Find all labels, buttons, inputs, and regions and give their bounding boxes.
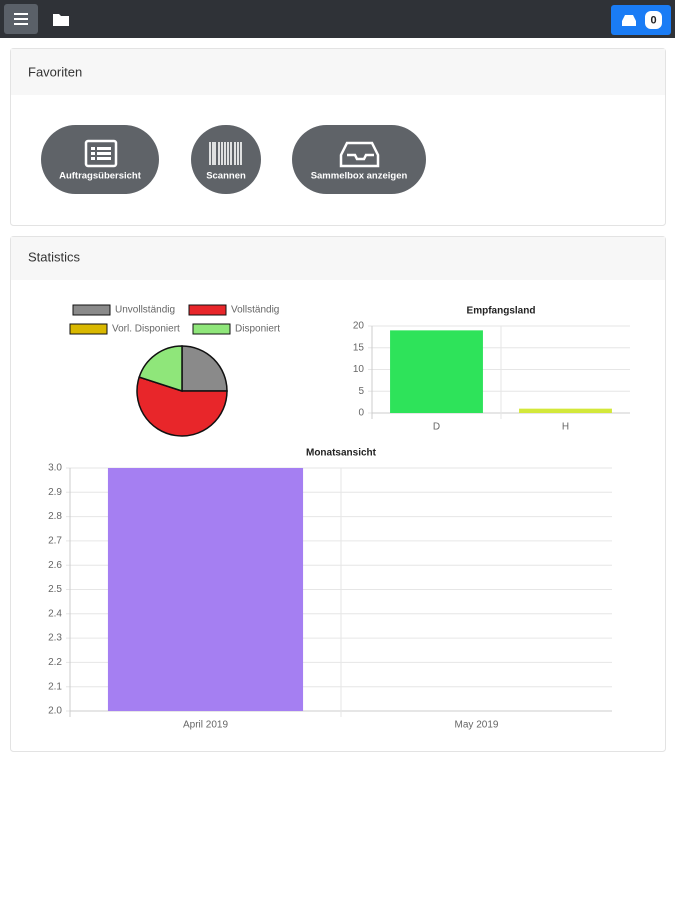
y-tick-label: 2.7 xyxy=(48,536,62,547)
y-tick-label: 0 xyxy=(358,408,364,419)
y-tick-label: 2.3 xyxy=(48,633,62,644)
x-tick-label: D xyxy=(433,422,440,433)
pie-slice xyxy=(181,345,228,392)
chart-title: Empfangsland xyxy=(467,306,536,317)
pie-slice xyxy=(138,345,183,393)
legend-swatch xyxy=(188,304,227,316)
card-title: Statistics xyxy=(28,249,81,264)
y-tick-label: 3.0 xyxy=(48,463,62,474)
favorite-button[interactable]: Auftragsübersicht xyxy=(41,125,159,194)
button-label: Scannen xyxy=(206,171,246,182)
menu-button[interactable] xyxy=(4,4,38,34)
y-tick-label: 10 xyxy=(353,364,365,375)
y-tick-label: 20 xyxy=(353,321,365,332)
y-tick-label: 2.8 xyxy=(48,511,62,522)
y-tick-label: 2.6 xyxy=(48,560,62,571)
bar xyxy=(390,330,483,413)
top-bar xyxy=(0,0,675,38)
y-tick-label: 2.4 xyxy=(48,608,62,619)
favorite-button[interactable]: Sammelbox anzeigen xyxy=(292,125,426,194)
legend-label: Vollständig xyxy=(231,305,279,316)
y-tick-label: 15 xyxy=(353,342,365,353)
y-tick-label: 2.5 xyxy=(48,584,62,595)
x-tick-label: April 2019 xyxy=(183,720,228,731)
bar xyxy=(107,468,304,711)
y-tick-label: 2.0 xyxy=(48,706,62,717)
button-label: Auftragsübersicht xyxy=(59,171,142,182)
card-header xyxy=(11,49,665,95)
y-tick-label: 2.1 xyxy=(48,681,62,692)
chart-title: Monatsansicht xyxy=(306,448,377,459)
legend-swatch xyxy=(69,323,108,335)
card-title: Favoriten xyxy=(28,64,82,79)
button-label: Sammelbox anzeigen xyxy=(311,171,408,182)
legend-swatch xyxy=(192,323,231,335)
card-header xyxy=(11,237,665,280)
favorite-button[interactable]: Scannen xyxy=(191,125,261,194)
legend-label: Vorl. Disponiert xyxy=(112,324,180,335)
badge: 0 xyxy=(650,14,656,26)
pie-slice xyxy=(136,376,228,437)
y-tick-label: 2.9 xyxy=(48,487,62,498)
y-tick-label: 5 xyxy=(358,386,364,397)
legend-swatch xyxy=(72,304,111,316)
folder-icon xyxy=(53,14,69,26)
legend-label: Unvollständig xyxy=(115,305,175,316)
inbox-button[interactable]: 0 xyxy=(611,5,671,35)
x-tick-label: H xyxy=(562,422,569,433)
y-tick-label: 2.2 xyxy=(48,657,62,668)
bar xyxy=(519,408,612,413)
x-tick-label: May 2019 xyxy=(455,720,499,731)
legend-label: Disponiert xyxy=(235,324,280,335)
